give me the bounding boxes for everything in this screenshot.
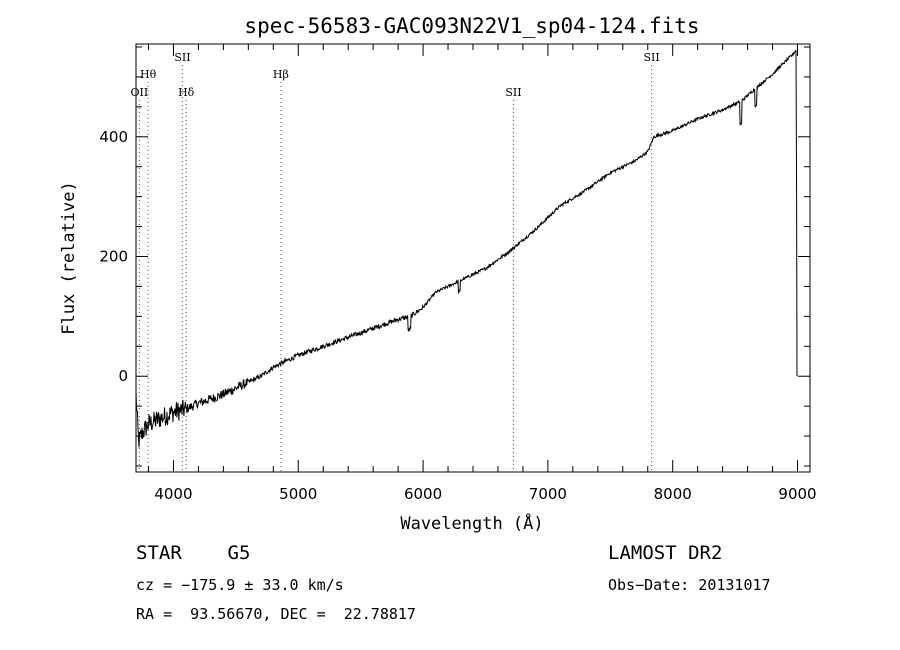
chart-title: spec-56583-GAC093N22V1_sp04-124.fits	[244, 14, 699, 38]
x-tick-label: 5000	[279, 485, 317, 503]
y-axis-label: Flux (relative)	[59, 181, 79, 335]
x-axis-label: Wavelength (Å)	[400, 512, 543, 534]
y-tick-label: 200	[99, 248, 128, 266]
axis-ticks: 4000 5000 6000 7000 8000 9000 0 200 400	[99, 44, 817, 503]
x-tick-label: 6000	[404, 485, 442, 503]
emission-line-label: Hθ	[140, 68, 157, 81]
x-tick-label: 8000	[654, 485, 692, 503]
observation-date: Obs−Date: 20131017	[608, 576, 771, 594]
plot-frame	[135, 43, 811, 473]
y-tick-label: 400	[99, 128, 128, 146]
emission-line-label: SII	[505, 86, 521, 99]
coordinates: RA = 93.56670, DEC = 22.78817	[136, 605, 416, 623]
emission-line-label: Hδ	[178, 86, 195, 99]
spectrum-series	[135, 49, 798, 448]
emission-line-label: SII	[643, 51, 659, 64]
emission-line-markers: OII Hθ SII Hδ Hβ SII SII	[131, 51, 660, 472]
y-tick-label: 0	[118, 367, 128, 385]
emission-line-label: OII	[131, 86, 149, 99]
emission-line-label: SII	[174, 51, 190, 64]
spectrum-line	[135, 49, 798, 448]
x-tick-label: 9000	[778, 485, 816, 503]
object-class: STAR G5	[136, 542, 251, 564]
emission-line-label: Hβ	[273, 68, 289, 81]
survey-name: LAMOST DR2	[608, 542, 723, 564]
x-tick-label: 7000	[529, 485, 567, 503]
redshift-velocity: cz = −175.9 ± 33.0 km/s	[136, 576, 344, 594]
x-tick-label: 4000	[154, 485, 192, 503]
